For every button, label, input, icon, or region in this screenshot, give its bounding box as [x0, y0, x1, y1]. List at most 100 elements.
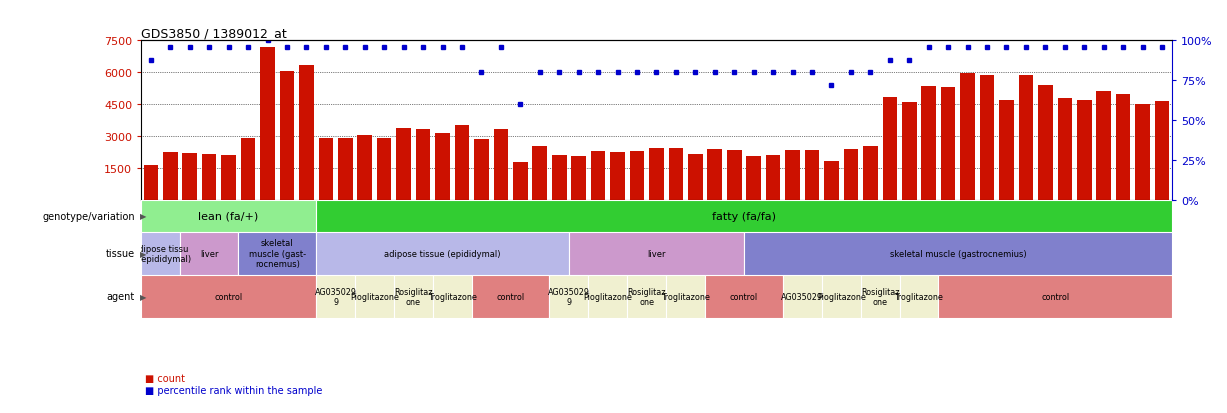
Text: skeletal muscle (gastrocnemius): skeletal muscle (gastrocnemius): [890, 249, 1026, 258]
Bar: [474, 140, 488, 200]
Bar: [589, 275, 627, 318]
Text: control: control: [215, 292, 243, 301]
Bar: [569, 232, 744, 275]
Bar: [766, 156, 780, 200]
Bar: [433, 275, 471, 318]
Bar: [708, 150, 721, 200]
Text: ■ count: ■ count: [145, 373, 185, 383]
Bar: [1135, 105, 1150, 200]
Text: ▶: ▶: [140, 249, 146, 258]
Text: ▶: ▶: [140, 212, 146, 221]
Bar: [706, 275, 783, 318]
Bar: [1155, 102, 1169, 200]
Text: Pioglitazone: Pioglitazone: [350, 292, 399, 301]
Bar: [357, 136, 372, 200]
Bar: [961, 74, 975, 200]
Bar: [436, 133, 450, 200]
Bar: [979, 76, 994, 200]
Bar: [726, 151, 741, 200]
Bar: [493, 129, 508, 200]
Bar: [666, 275, 706, 318]
Text: control: control: [1040, 292, 1069, 301]
Text: Pioglitazone: Pioglitazone: [583, 292, 632, 301]
Bar: [533, 146, 547, 200]
Text: AG035029: AG035029: [782, 292, 823, 301]
Bar: [183, 154, 198, 200]
Bar: [783, 275, 822, 318]
Bar: [141, 275, 317, 318]
Text: liver: liver: [647, 249, 666, 258]
Text: adipose tissu
e (epididymal): adipose tissu e (epididymal): [130, 244, 191, 263]
Bar: [939, 275, 1172, 318]
Bar: [319, 138, 334, 200]
Bar: [317, 275, 355, 318]
Bar: [746, 157, 761, 200]
Bar: [1018, 76, 1033, 200]
Bar: [941, 88, 956, 200]
Bar: [317, 232, 569, 275]
Bar: [260, 47, 275, 200]
Bar: [688, 155, 703, 200]
Bar: [355, 275, 394, 318]
Bar: [921, 87, 936, 200]
Text: Rosiglitaz
one: Rosiglitaz one: [394, 287, 433, 306]
Bar: [1058, 99, 1072, 200]
Bar: [141, 200, 317, 232]
Text: agent: agent: [107, 292, 135, 301]
Text: skeletal
muscle (gast-
rocnemus): skeletal muscle (gast- rocnemus): [249, 239, 306, 268]
Bar: [1115, 94, 1130, 200]
Text: genotype/variation: genotype/variation: [43, 211, 135, 221]
Text: lean (fa/+): lean (fa/+): [199, 211, 259, 221]
Text: Troglitazone: Troglitazone: [894, 292, 944, 301]
Bar: [572, 157, 587, 200]
Bar: [240, 139, 255, 200]
Bar: [180, 232, 238, 275]
Text: Pioglitazone: Pioglitazone: [817, 292, 865, 301]
Text: GDS3850 / 1389012_at: GDS3850 / 1389012_at: [141, 27, 287, 40]
Bar: [863, 146, 877, 200]
Bar: [416, 130, 431, 200]
Text: Troglitazone: Troglitazone: [428, 292, 477, 301]
Bar: [513, 163, 528, 200]
Text: control: control: [497, 292, 525, 301]
Bar: [202, 154, 216, 200]
Text: adipose tissue (epididymal): adipose tissue (epididymal): [384, 249, 501, 258]
Bar: [552, 156, 567, 200]
Bar: [163, 153, 178, 200]
Text: tissue: tissue: [106, 249, 135, 259]
Bar: [902, 103, 917, 200]
Text: Troglitazone: Troglitazone: [661, 292, 710, 301]
Bar: [825, 161, 839, 200]
Bar: [999, 101, 1014, 200]
Bar: [860, 275, 899, 318]
Bar: [785, 151, 800, 200]
Text: control: control: [730, 292, 758, 301]
Bar: [394, 275, 433, 318]
Bar: [337, 138, 352, 200]
Bar: [455, 126, 469, 200]
Text: ■ percentile rank within the sample: ■ percentile rank within the sample: [145, 385, 323, 395]
Text: ▶: ▶: [140, 292, 146, 301]
Bar: [627, 275, 666, 318]
Bar: [1077, 101, 1092, 200]
Bar: [396, 129, 411, 200]
Bar: [591, 152, 605, 200]
Bar: [1038, 86, 1053, 200]
Bar: [610, 153, 625, 200]
Text: Rosiglitaz
one: Rosiglitaz one: [861, 287, 899, 306]
Bar: [844, 150, 858, 200]
Bar: [221, 155, 236, 200]
Text: liver: liver: [200, 249, 218, 258]
Text: AG035029
9: AG035029 9: [314, 287, 357, 306]
Bar: [805, 151, 820, 200]
Bar: [238, 232, 317, 275]
Bar: [317, 200, 1172, 232]
Bar: [280, 72, 294, 200]
Text: AG035029
9: AG035029 9: [548, 287, 590, 306]
Bar: [1097, 92, 1110, 200]
Bar: [471, 275, 550, 318]
Bar: [377, 138, 391, 200]
Text: fatty (fa/fa): fatty (fa/fa): [712, 211, 775, 221]
Bar: [629, 152, 644, 200]
Bar: [550, 275, 589, 318]
